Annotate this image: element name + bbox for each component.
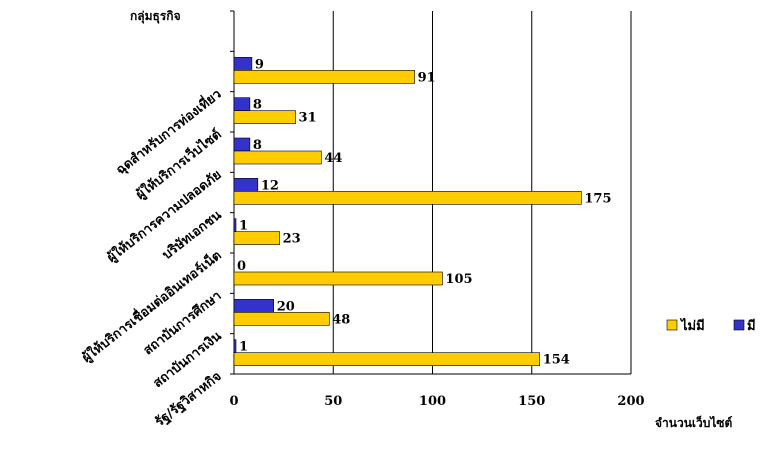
bar-no [233,70,415,84]
data-label-yes: 8 [253,98,262,113]
bar-no [233,110,296,124]
bar-no [233,312,330,326]
data-label-yes: 20 [277,299,295,314]
data-labels-group: 1 154 20 48 0 105 1 23 12 175 8 44 8 31 9 91 [237,57,612,367]
data-label-no: 175 [584,191,611,206]
x-tick-label: 50 [324,394,342,409]
bar-yes [233,137,251,152]
bar-no [233,150,322,165]
bar-no [233,271,443,286]
data-label-yes: 9 [255,57,264,72]
x-axis-title: จำนวนเว็บไซต์ [655,415,733,430]
legend: ไม่มี มี [666,317,756,334]
x-tick-label: 150 [518,394,545,409]
data-label-yes: 1 [239,340,248,355]
bar-yes [233,218,237,232]
bar-no [233,191,582,205]
data-label-no: 91 [418,70,436,85]
legend-label-yes: มี [747,318,756,334]
data-label-yes: 0 [237,259,246,274]
data-label-no: 31 [299,111,317,126]
data-label-yes: 12 [261,178,279,193]
category-labels: รัฐ/รัฐวิสาหกิจสถาบันการเงินสถาบันการศึก… [78,84,225,430]
bar-yes [233,57,253,71]
bar-no [233,352,540,366]
y-axis-title: กลุ่มธุรกิจ [130,9,181,24]
x-tick-label: 100 [419,394,446,409]
data-label-no: 23 [283,232,301,247]
legend-swatch-no [666,319,678,331]
bars-group [233,57,582,366]
data-label-no: 48 [332,312,350,327]
x-tick-label: 200 [617,394,644,409]
data-label-no: 154 [543,353,570,368]
bar-yes [233,339,237,353]
category-label: ผู้ให้บริการเว็บไซต์ [132,125,225,203]
bar-yes [233,299,275,313]
data-label-yes: 8 [253,138,262,153]
data-label-no: 44 [324,151,342,166]
bar-yes [233,97,251,111]
x-tick-labels: 0 50 100 150 200 [229,394,644,409]
data-label-no: 105 [445,272,472,287]
bar-no [233,231,280,245]
data-label-yes: 1 [239,219,248,234]
x-tick-label: 0 [229,394,238,409]
bar-yes [233,178,259,192]
legend-swatch-yes [733,319,745,331]
legend-label-no: ไม่มี [679,317,705,334]
